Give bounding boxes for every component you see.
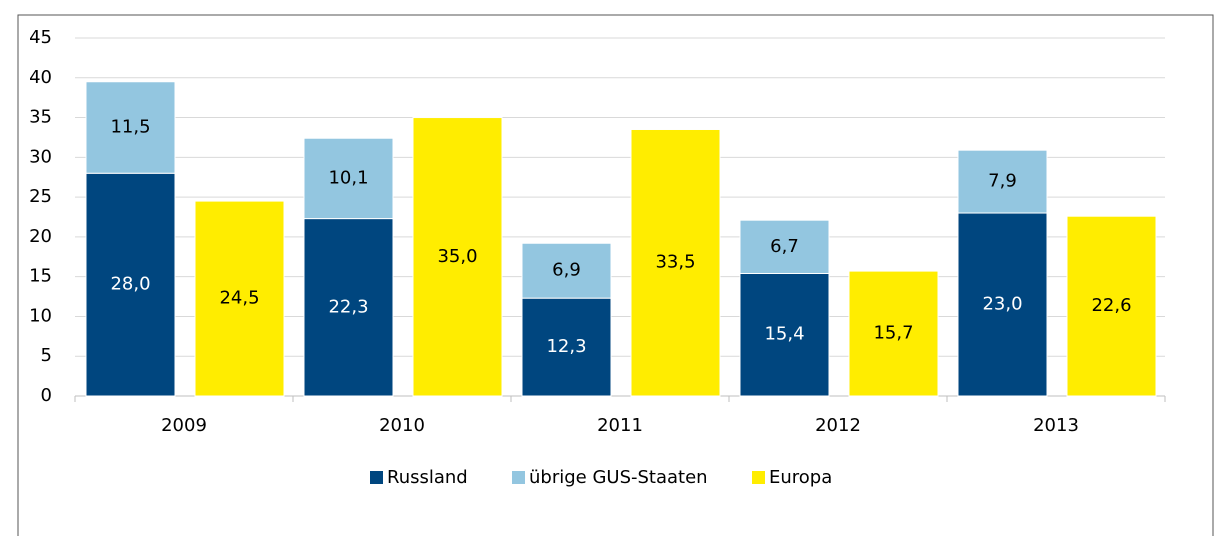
legend-swatch [752,471,765,484]
bar [303,218,394,397]
y-tick-label: 20 [29,226,52,247]
bar [412,117,503,397]
y-tick-label: 0 [41,385,52,406]
y-tick-label: 45 [29,27,52,48]
data-label: 6,9 [552,260,581,281]
data-label: 7,9 [988,171,1017,192]
data-label: 11,5 [110,117,150,138]
y-tick-label: 25 [29,186,52,207]
bar [521,297,612,397]
x-tick-label: 2011 [597,415,643,436]
x-tick-label: 2012 [815,415,861,436]
legend-swatch [512,471,525,484]
data-label: 28,0 [110,274,150,295]
bar [739,219,830,274]
legend-label: übrige GUS-Staaten [529,467,708,488]
y-tick-label: 10 [29,305,52,326]
data-label: 33,5 [655,252,695,273]
x-tick-label: 2010 [379,415,425,436]
y-tick-label: 40 [29,67,52,88]
bar [848,270,939,397]
y-tick-label: 15 [29,266,52,287]
bar [1066,215,1157,397]
data-label: 6,7 [770,236,799,257]
data-label: 35,0 [437,246,477,267]
data-label: 24,5 [219,288,259,309]
bar [957,212,1048,397]
data-label: 15,7 [873,323,913,344]
x-tick-label: 2013 [1033,415,1079,436]
data-label: 23,0 [982,294,1022,315]
legend-label: Europa [769,467,832,488]
y-tick-label: 35 [29,107,52,128]
y-tick-label: 30 [29,146,52,167]
data-label: 22,6 [1091,295,1131,316]
data-label: 22,3 [328,296,368,317]
y-tick-label: 5 [41,345,52,366]
legend-label: Russland [387,467,468,488]
bar [739,272,830,397]
data-label: 10,1 [328,167,368,188]
data-label: 15,4 [764,324,804,345]
frame [17,14,1214,536]
bar [194,200,285,397]
bar [85,81,176,174]
x-tick-label: 2009 [161,415,207,436]
data-label: 12,3 [546,336,586,357]
bar [521,242,612,299]
legend-swatch [370,471,383,484]
bar [957,149,1048,214]
bar [303,137,394,220]
bar [630,128,721,397]
